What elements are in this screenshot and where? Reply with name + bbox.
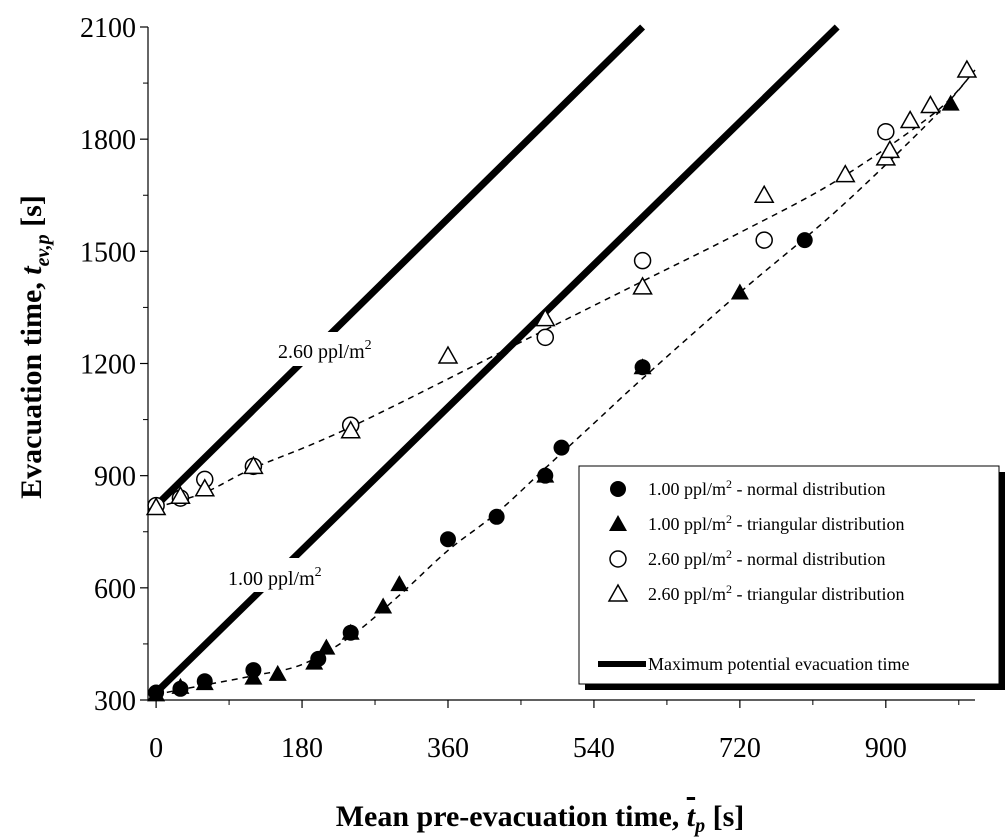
- point-filled-circle: [439, 531, 456, 548]
- point-open-triangle: [535, 308, 556, 327]
- legend-swatch-filled-triangle: [609, 515, 627, 531]
- point-open-triangle: [753, 184, 775, 203]
- x-tick-label: 0: [149, 733, 163, 764]
- point-open-triangle: [243, 455, 264, 475]
- point-open-triangle: [956, 59, 978, 78]
- point-filled-triangle: [147, 685, 166, 702]
- fit-line-1: [155, 69, 976, 696]
- annotation-2-60: 2.60 ppl/m2: [278, 338, 372, 363]
- y-tick-label: 1800: [80, 125, 136, 156]
- point-open-triangle: [170, 485, 191, 504]
- y-tick-label: 1500: [80, 237, 136, 268]
- x-tick-label: 180: [281, 733, 323, 764]
- y-tick-label: 300: [94, 686, 136, 717]
- legend-label-3: 2.60 ppl/m2 - triangular distribution: [648, 582, 904, 604]
- legend-label-max: Maximum potential evacuation time: [648, 654, 909, 674]
- y-axis-title: Evacuation time, tev,p [s]: [15, 195, 54, 499]
- point-filled-triangle: [536, 466, 555, 483]
- point-filled-triangle: [633, 358, 652, 375]
- point-filled-triangle: [730, 283, 749, 300]
- point-open-triangle: [834, 164, 856, 183]
- point-filled-triangle: [941, 94, 960, 111]
- legend-swatch-open-circle: [609, 550, 627, 568]
- y-tick-label: 600: [94, 574, 136, 605]
- data-points: [145, 59, 978, 702]
- point-open-triangle: [145, 496, 167, 516]
- max-evacuation-lines: [153, 24, 840, 696]
- axes: 300 600 900 1200 1500 1800 2100 0 180 360 540 720 90…: [80, 13, 975, 764]
- x-tick-label: 540: [573, 733, 615, 764]
- legend-swatch-open-triangle: [607, 583, 629, 602]
- point-filled-triangle: [244, 668, 263, 685]
- y-tick-label: 1200: [80, 350, 136, 381]
- y-tick-label: 900: [94, 462, 136, 493]
- point-open-triangle: [340, 420, 361, 439]
- max-line-0: [153, 24, 646, 509]
- y-tick-label: 2100: [80, 13, 136, 44]
- point-open-triangle: [879, 139, 901, 159]
- anno-bg-2-60: [272, 332, 400, 366]
- legend-box: [578, 465, 1000, 685]
- point-open-circle: [536, 328, 555, 347]
- point-open-triangle: [632, 276, 653, 295]
- legend-label-1: 1.00 ppl/m2 - triangular distribution: [648, 512, 904, 534]
- point-filled-triangle: [374, 597, 393, 614]
- point-filled-triangle: [341, 623, 360, 640]
- legend-items: 1.00 ppl/m2 - normal distribution 1.00 pp…: [607, 477, 904, 604]
- annotation-1-00: 1.00 ppl/m2: [228, 565, 322, 590]
- point-open-circle: [755, 231, 773, 249]
- point-filled-triangle: [317, 638, 336, 655]
- point-open-triangle: [920, 94, 941, 114]
- legend: 1.00 ppl/m2 - normal distribution 1.00 pp…: [578, 465, 1005, 690]
- legend-label-2: 2.60 ppl/m2 - normal distribution: [648, 547, 886, 569]
- point-open-triangle: [437, 345, 459, 364]
- point-filled-circle: [488, 508, 505, 525]
- legend-label-0: 1.00 ppl/m2 - normal distribution: [648, 477, 886, 499]
- legend-swatch-filled-circle: [610, 481, 626, 497]
- x-axis-title: Mean pre-evacuation time, tp [s]: [336, 800, 745, 837]
- point-filled-circle: [796, 232, 813, 249]
- x-tick-label: 900: [865, 733, 907, 764]
- point-filled-circle: [553, 439, 570, 456]
- anno-bg-1-00: [222, 558, 350, 592]
- point-filled-triangle: [305, 653, 324, 670]
- x-tick-label: 720: [719, 733, 761, 764]
- point-open-circle: [633, 251, 652, 270]
- point-filled-triangle: [195, 674, 214, 691]
- point-open-triangle: [899, 109, 921, 129]
- point-open-triangle: [194, 478, 216, 497]
- point-filled-triangle: [268, 664, 287, 681]
- x-tick-label: 360: [427, 733, 469, 764]
- point-open-circle: [877, 122, 895, 141]
- point-filled-triangle: [171, 677, 190, 694]
- point-filled-triangle: [390, 575, 409, 592]
